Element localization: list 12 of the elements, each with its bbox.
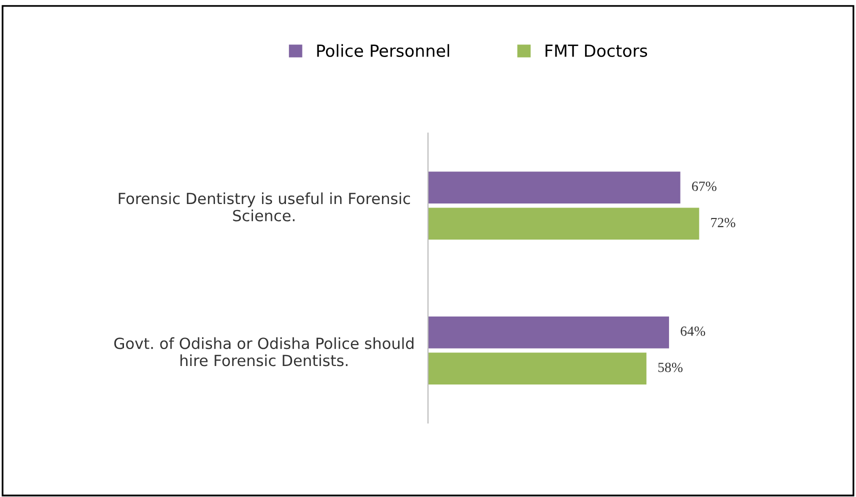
data-label: 72% (711, 218, 736, 228)
bar (428, 172, 680, 204)
data-label: 64% (680, 326, 706, 336)
y-tick-label: Forensic Dentistry is useful in Forensic Science. (118, 192, 410, 222)
legend-label: FMT Doctors (546, 44, 648, 58)
bar (428, 316, 670, 348)
legend-label: Police Personnel (317, 44, 450, 58)
y-tick-label: Govt. of Odisha or Odisha Police should hire Forensic Dentists. (114, 337, 414, 366)
bar (428, 208, 700, 240)
bar (428, 352, 646, 385)
data-label: 58% (658, 362, 683, 372)
data-label: 67% (692, 182, 716, 192)
